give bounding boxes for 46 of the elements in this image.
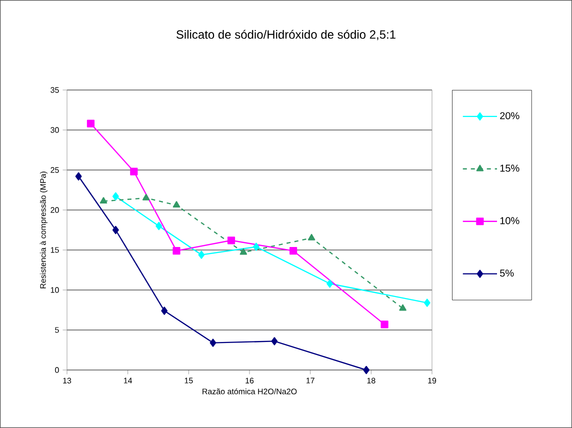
point <box>210 338 216 347</box>
point <box>198 250 205 259</box>
point <box>252 242 260 251</box>
x-tick-label: 19 <box>428 378 436 384</box>
point <box>156 222 162 230</box>
point <box>172 201 180 208</box>
y-tick-label: 35 <box>50 87 59 93</box>
y-tick-label: 0 <box>55 367 59 373</box>
x-tick-label: 15 <box>184 378 193 384</box>
point <box>290 246 298 255</box>
y-axis-title: Resistencia à compressão (MPa) <box>40 172 48 288</box>
x-tick-label: 17 <box>306 378 314 384</box>
point <box>161 306 168 315</box>
point <box>227 236 236 244</box>
legend-label: 5% <box>500 270 514 277</box>
chart-title: Silicato de sódio/Hidróxido de sódio 2,5:1 <box>176 30 396 40</box>
y-tick-label: 20 <box>50 207 59 213</box>
legend-label: 10% <box>500 217 520 224</box>
point <box>424 298 430 307</box>
point <box>100 197 108 204</box>
point <box>399 304 406 311</box>
x-tick-label: 14 <box>124 378 132 384</box>
point <box>363 366 370 374</box>
y-tick-label: 10 <box>50 287 59 293</box>
y-tick-label: 30 <box>50 127 59 133</box>
point <box>75 172 82 180</box>
point <box>112 226 119 234</box>
point <box>308 234 316 240</box>
point <box>112 192 119 200</box>
y-tick-label: 25 <box>50 167 59 173</box>
point <box>271 337 278 346</box>
x-tick-label: 13 <box>63 378 72 384</box>
point <box>380 320 388 328</box>
point <box>130 168 138 176</box>
point <box>240 248 248 255</box>
legend-label: 20% <box>500 112 520 120</box>
point <box>86 120 95 128</box>
legend-label: 15% <box>500 164 520 172</box>
y-tick-label: 5 <box>55 327 59 333</box>
x-axis-title: Razão atómica H2O/Na2O <box>202 388 297 394</box>
x-tick-label: 18 <box>367 378 376 384</box>
y-tick-label: 15 <box>50 247 59 253</box>
x-tick-label: 16 <box>246 378 254 384</box>
point <box>172 246 180 255</box>
point <box>326 280 334 288</box>
point <box>142 194 150 200</box>
